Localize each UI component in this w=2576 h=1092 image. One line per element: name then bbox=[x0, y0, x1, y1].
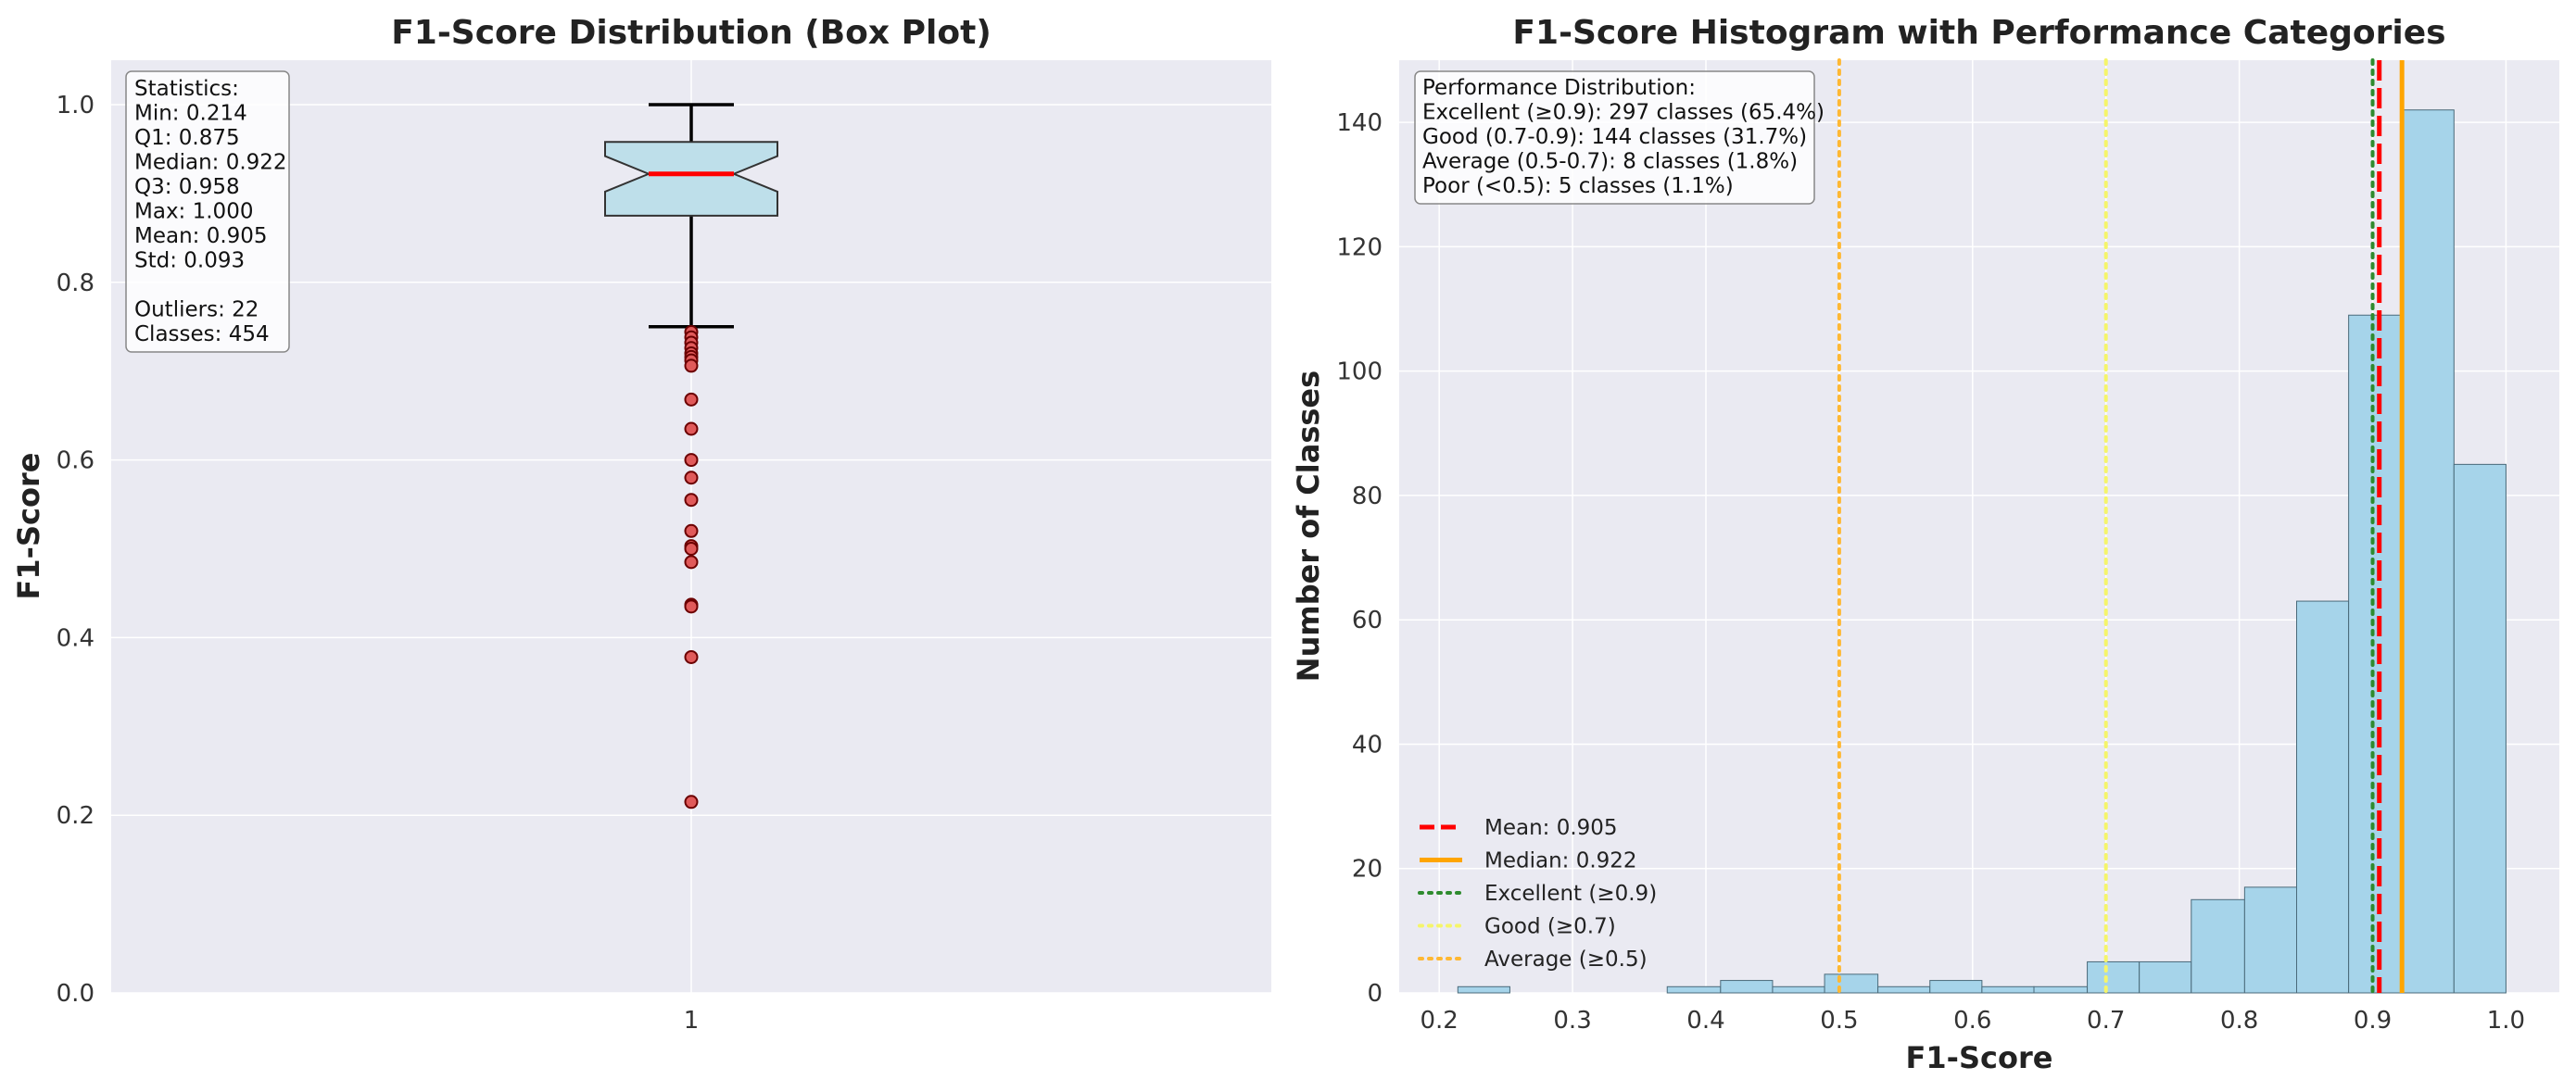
boxplot-y-tick-label: 1.0 bbox=[57, 92, 95, 119]
statistics-line: Q1: 0.875 bbox=[134, 126, 240, 150]
performance-info-box: Performance Distribution:Excellent (≥0.9… bbox=[1414, 70, 1825, 205]
boxplot-y-tick-label: 0.4 bbox=[57, 624, 95, 652]
histogram-x-tick-label: 0.4 bbox=[1686, 1007, 1724, 1035]
histogram-bars bbox=[1457, 109, 2507, 994]
boxplot-outlier-point bbox=[684, 555, 699, 570]
boxplot-outlier-point bbox=[684, 392, 699, 407]
histogram-x-tick-label: 0.5 bbox=[1820, 1007, 1858, 1035]
histogram-bar bbox=[1457, 985, 1510, 994]
histogram-bar bbox=[2400, 109, 2455, 994]
histogram-bar bbox=[2243, 886, 2298, 994]
performance-info-line: Poor (<0.5): 5 classes (1.1%) bbox=[1422, 174, 1734, 198]
histogram-y-tick-label: 40 bbox=[1352, 731, 1383, 759]
boxplot-y-tick-label: 0.6 bbox=[57, 447, 95, 475]
legend-label: Median: 0.922 bbox=[1484, 849, 1637, 873]
boxplot-outlier-point bbox=[684, 599, 699, 614]
statistics-box-frame bbox=[125, 70, 290, 353]
histogram-y-tick-label: 80 bbox=[1352, 483, 1383, 510]
performance-info-box-frame bbox=[1414, 70, 1815, 205]
performance-info-line: Performance Distribution: bbox=[1422, 76, 1696, 100]
performance-info-line: Good (0.7-0.9): 144 classes (31.7%) bbox=[1422, 125, 1807, 149]
histogram-x-tick-label: 0.6 bbox=[1953, 1007, 1991, 1035]
histogram-title: F1-Score Histogram with Performance Cate… bbox=[1512, 14, 2445, 52]
histogram-bar bbox=[2139, 960, 2192, 994]
histogram-x-label: F1-Score bbox=[1906, 1040, 2053, 1075]
histogram-bar bbox=[2087, 960, 2140, 994]
histogram-x-ticks: 0.2 0.3 0.4 0.5 0.6 0.7 0.8 0.9 1.0 bbox=[1420, 1007, 2525, 1035]
boxplot-y-tick-label: 0.0 bbox=[57, 980, 95, 1008]
histogram-legend: Mean: 0.905 Median: 0.922 Excellent (≥0.9)… bbox=[1418, 816, 1657, 972]
boxplot-y-label: F1-Score bbox=[11, 453, 46, 600]
histogram-bar bbox=[2033, 985, 2089, 994]
histogram-bar bbox=[2453, 463, 2507, 994]
boxplot-outlier-point bbox=[684, 421, 699, 436]
histogram-bar bbox=[2348, 314, 2402, 994]
legend-label: Good (≥0.7) bbox=[1484, 915, 1616, 939]
boxplot-outlier-point bbox=[684, 471, 699, 485]
boxplot-panel: 0.0 0.2 0.4 0.6 0.8 1.0 1 F1-Score Distributi… bbox=[11, 14, 1271, 1035]
histogram-x-tick-label: 0.9 bbox=[2354, 1007, 2392, 1035]
histogram-y-tick-label: 20 bbox=[1352, 856, 1383, 884]
performance-info-line: Excellent (≥0.9): 297 classes (65.4%) bbox=[1422, 101, 1825, 125]
boxplot-outlier-point bbox=[684, 453, 699, 468]
histogram-bar bbox=[1772, 985, 1825, 994]
histogram-bar bbox=[1720, 980, 1774, 994]
statistics-line: Q3: 0.958 bbox=[134, 175, 240, 199]
histogram-bar bbox=[1981, 985, 2035, 994]
histogram-bar bbox=[1877, 985, 1931, 994]
boxplot-outlier-point bbox=[684, 795, 699, 810]
histogram-y-tick-label: 100 bbox=[1336, 358, 1383, 386]
histogram-panel: 0 20 40 60 80 100 120 140 0.2 0.3 0.4 0.5 0.6 0.7 0.8… bbox=[1291, 14, 2559, 1075]
histogram-y-tick-label: 120 bbox=[1336, 233, 1383, 261]
statistics-line: Outliers: 22 bbox=[134, 298, 259, 322]
histogram-bar bbox=[2296, 600, 2350, 994]
histogram-x-tick-label: 0.3 bbox=[1553, 1007, 1591, 1035]
boxplot-x-tick-label: 1 bbox=[684, 1007, 700, 1035]
boxplot-y-tick-label: 0.8 bbox=[57, 270, 95, 297]
boxplot-outlier-point bbox=[684, 649, 699, 664]
statistics-line: Max: 1.000 bbox=[134, 200, 253, 224]
histogram-y-label: Number of Classes bbox=[1291, 370, 1326, 682]
boxplot-outlier-point bbox=[684, 358, 699, 373]
histogram-x-tick-label: 0.8 bbox=[2220, 1007, 2258, 1035]
statistics-line: Statistics: bbox=[134, 77, 239, 101]
boxplot-outlier-point bbox=[684, 493, 699, 508]
legend-label: Excellent (≥0.9) bbox=[1484, 882, 1657, 906]
statistics-line: Mean: 0.905 bbox=[134, 224, 268, 248]
histogram-y-ticks: 0 20 40 60 80 100 120 140 bbox=[1336, 109, 1383, 1008]
histogram-x-tick-label: 1.0 bbox=[2487, 1007, 2525, 1035]
performance-info-line: Average (0.5-0.7): 8 classes (1.8%) bbox=[1422, 150, 1798, 174]
histogram-bar bbox=[2191, 898, 2245, 994]
histogram-y-tick-label: 140 bbox=[1336, 109, 1383, 137]
histogram-bar bbox=[1666, 985, 1722, 994]
histogram-bar bbox=[1929, 980, 1983, 994]
statistics-line: Median: 0.922 bbox=[134, 151, 287, 175]
boxplot-outliers bbox=[684, 324, 699, 810]
statistics-line: Min: 0.214 bbox=[134, 102, 247, 126]
histogram-y-tick-label: 0 bbox=[1367, 980, 1383, 1008]
boxplot-outlier-point bbox=[684, 523, 699, 538]
boxplot-outlier-point bbox=[684, 541, 699, 556]
boxplot-title: F1-Score Distribution (Box Plot) bbox=[391, 14, 991, 52]
histogram-y-tick-label: 60 bbox=[1352, 607, 1383, 634]
boxplot-y-ticks: 0.0 0.2 0.4 0.6 0.8 1.0 bbox=[57, 92, 95, 1008]
histogram-bar bbox=[1824, 973, 1879, 994]
histogram-x-tick-label: 0.2 bbox=[1420, 1007, 1458, 1035]
statistics-line: Std: 0.093 bbox=[134, 249, 245, 273]
legend-label: Average (≥0.5) bbox=[1484, 948, 1648, 972]
histogram-reference-lines bbox=[1837, 58, 2405, 995]
legend-label: Mean: 0.905 bbox=[1484, 816, 1618, 840]
boxplot-y-tick-label: 0.2 bbox=[57, 802, 95, 830]
histogram-x-tick-label: 0.7 bbox=[2087, 1007, 2125, 1035]
statistics-line: Classes: 454 bbox=[134, 322, 270, 346]
boxplot-notched-box bbox=[604, 141, 778, 217]
boxplot-x-ticks: 1 bbox=[684, 1007, 700, 1035]
